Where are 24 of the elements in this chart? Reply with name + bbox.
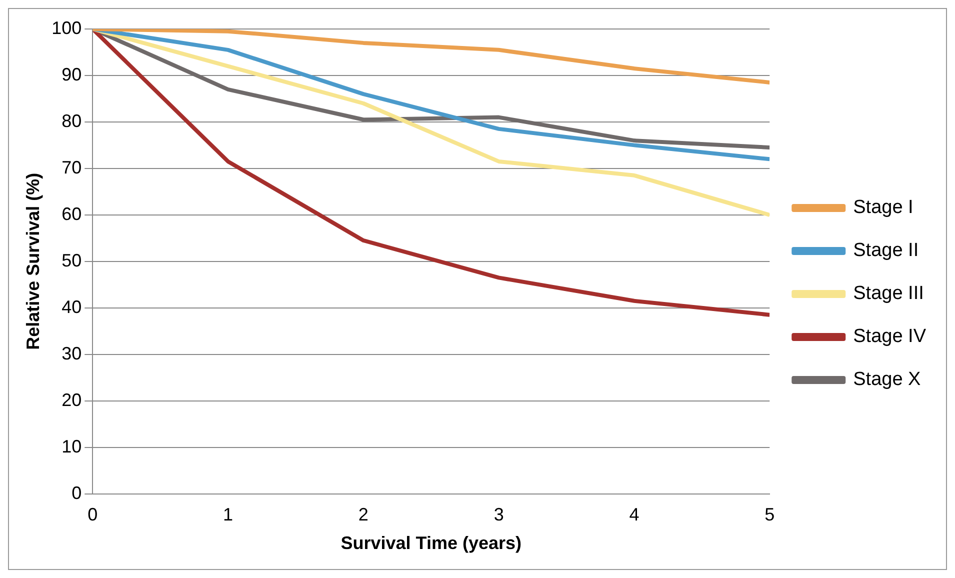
y-tick-label: 60 (62, 204, 82, 224)
x-axis-title: Survival Time (years) (340, 533, 522, 554)
legend-label: Stage I (853, 197, 914, 218)
x-tick-label: 4 (629, 504, 640, 525)
y-tick-label: 50 (62, 250, 82, 270)
y-tick-label: 80 (62, 110, 82, 131)
x-tick-label: 5 (764, 504, 775, 525)
x-tick-label: 3 (494, 504, 504, 525)
legend-label: Stage II (853, 240, 919, 262)
legend-label: Stage X (853, 369, 922, 390)
y-tick-label: 0 (72, 482, 82, 503)
y-tick-label: 100 (52, 18, 82, 38)
y-tick-label: 30 (62, 343, 82, 364)
y-tick-label: 40 (62, 296, 82, 317)
x-tick-label: 0 (88, 504, 98, 525)
y-tick-label: 70 (62, 157, 82, 178)
legend-label: Stage III (853, 283, 924, 304)
y-axis-title: Relative Survival (%) (22, 172, 43, 350)
y-tick-label: 20 (62, 390, 82, 410)
x-tick-label: 1 (223, 504, 234, 525)
x-tick-label: 2 (358, 504, 368, 525)
y-tick-label: 90 (62, 64, 82, 84)
legend-label: Stage IV (853, 326, 926, 348)
y-tick-label: 10 (62, 436, 82, 456)
